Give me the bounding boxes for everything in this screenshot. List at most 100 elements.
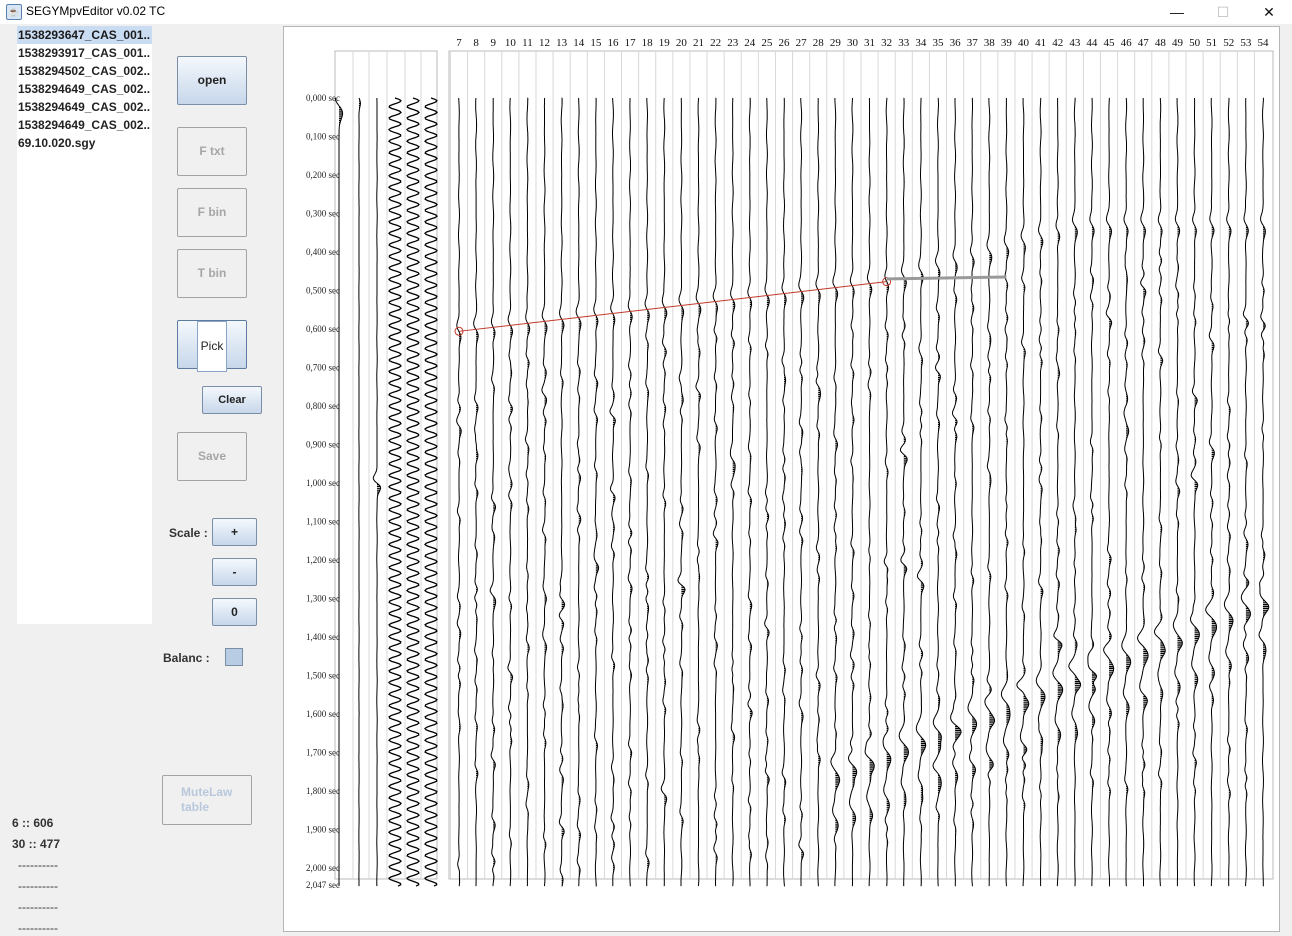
seismic-trace [798,97,805,887]
scale-reset-button[interactable]: 0 [212,598,257,626]
seismic-trace-fill [955,106,962,887]
pick-point [454,326,464,336]
seismic-trace [864,98,875,887]
seismic-trace [1121,97,1132,887]
seismic-trace [729,98,736,887]
seismic-trace [915,97,927,887]
time-axis-label: 1,400 sec [306,632,340,642]
mutelaw-table-button[interactable]: MuteLaw table [162,775,252,825]
time-axis-label: 2,047 sec [306,880,340,890]
time-axis-label: 0,000 sec [306,93,340,103]
f-txt-button[interactable]: F txt [177,127,247,176]
trace-number-label: 29 [830,37,842,49]
trace-number-label: 43 [1069,37,1081,49]
mute-line [886,275,1007,281]
seismic-trace [898,98,910,887]
seismic-plot[interactable]: 0,000 sec 0,100 sec 0,200 sec 0,300 sec 0,40… [284,27,1279,931]
t-bin-button[interactable]: T bin [177,249,247,298]
seismic-trace [950,98,962,887]
trace-number-label: 16 [607,37,619,49]
trace-number-label: 51 [1206,37,1217,49]
trace-number-label: 44 [1086,37,1098,49]
seismic-trace [593,98,600,887]
seismic-trace [967,97,978,887]
file-item[interactable]: 1538294649_CAS_002.. [18,118,151,132]
trace-number-label: 15 [590,37,602,49]
trace-number-label: 19 [659,37,671,49]
minimize-button[interactable]: — [1170,4,1184,20]
sine-trace [406,97,420,887]
trace-number-label: 21 [693,37,704,49]
time-axis-label: 1,900 sec [306,825,340,835]
seismic-trace-fill [1023,110,1029,876]
seismic-trace-fill [920,97,926,887]
trace-number-label: 17 [625,37,637,49]
save-button[interactable]: Save [177,432,247,481]
title-bar: ☕ SEGYMpvEditor v0.02 TC — ☐ ✕ [0,0,1292,24]
seismic-trace [627,98,633,887]
sine-trace [424,97,438,887]
seismic-trace-fill [1074,97,1081,887]
file-item[interactable]: 1538293917_CAS_001.. [18,46,151,60]
seismic-trace [1172,98,1183,887]
open-button[interactable]: open [177,56,247,105]
trace-number-label: 47 [1138,37,1150,49]
seismic-trace-fill [1109,97,1114,887]
seismic-trace [473,97,479,887]
trace-number-label: 18 [642,37,654,49]
close-button[interactable]: ✕ [1263,4,1275,20]
trace-number-label: 52 [1223,37,1234,49]
trace-number-label: 13 [556,37,568,49]
seismic-trace [932,97,942,887]
seismic-trace [1240,97,1252,887]
seismic-plot-panel[interactable]: 0,000 sec 0,100 sec 0,200 sec 0,300 sec 0,40… [283,26,1280,932]
seismic-trace [489,98,497,887]
file-item[interactable]: 1538294649_CAS_002.. [18,100,151,114]
window-title: SEGYMpvEditor v0.02 TC [26,4,166,18]
seismic-trace [1016,98,1030,887]
trace-number-label: 31 [864,37,875,49]
seismic-trace [1189,97,1200,887]
trace-number-label: 32 [881,37,892,49]
trace-number-label: 22 [710,37,721,49]
aux-traces-frame [334,50,438,880]
pick-button[interactable]: Pick [177,320,247,372]
seismic-trace [660,97,668,887]
scale-plus-button[interactable]: + [212,518,257,546]
time-axis-label: 1,100 sec [306,517,340,527]
seismic-trace-fill [903,97,909,878]
seismic-trace [1136,98,1149,887]
balanc-checkbox[interactable] [225,648,243,666]
status-dash: ---------- [18,900,58,914]
seismic-trace [1205,98,1218,887]
file-item[interactable]: 1538293647_CAS_001.. [17,26,152,44]
file-item[interactable]: 1538294502_CAS_002.. [18,64,151,78]
seismic-trace [575,97,582,887]
balanc-label: Balanc : [163,651,210,665]
trace-number-label: 9 [490,37,496,49]
trace-number-label: 40 [1018,37,1030,49]
seismic-trace [1087,98,1098,887]
file-item[interactable]: 1538294649_CAS_002.. [18,82,151,96]
trace-number-label: 30 [847,37,859,49]
clear-button[interactable]: Clear [202,386,262,414]
scale-minus-button[interactable]: - [212,558,257,586]
seismic-trace [1258,98,1270,887]
trace-number-label: 50 [1189,37,1201,49]
file-list[interactable]: 1538293647_CAS_001.. 1538293917_CAS_001.… [17,26,152,624]
trace-number-label: 24 [744,37,756,49]
seismic-trace [695,97,702,887]
file-item[interactable]: 69.10.020.sgy [18,136,96,150]
time-axis-label: 1,800 sec [306,786,340,796]
seismic-trace [1103,98,1115,887]
time-axis-label: 0,600 sec [306,324,340,334]
status-dash: ---------- [18,921,58,935]
f-bin-button[interactable]: F bin [177,188,247,237]
seismic-trace [781,97,787,887]
trace-number-label: 26 [779,37,791,49]
mutelaw-label-line2: table [181,800,210,814]
seismic-trace [1068,97,1082,887]
pick-button-label: Pick [196,321,228,372]
trace-number-label: 39 [1001,37,1013,49]
maximize-button[interactable]: ☐ [1216,4,1230,20]
